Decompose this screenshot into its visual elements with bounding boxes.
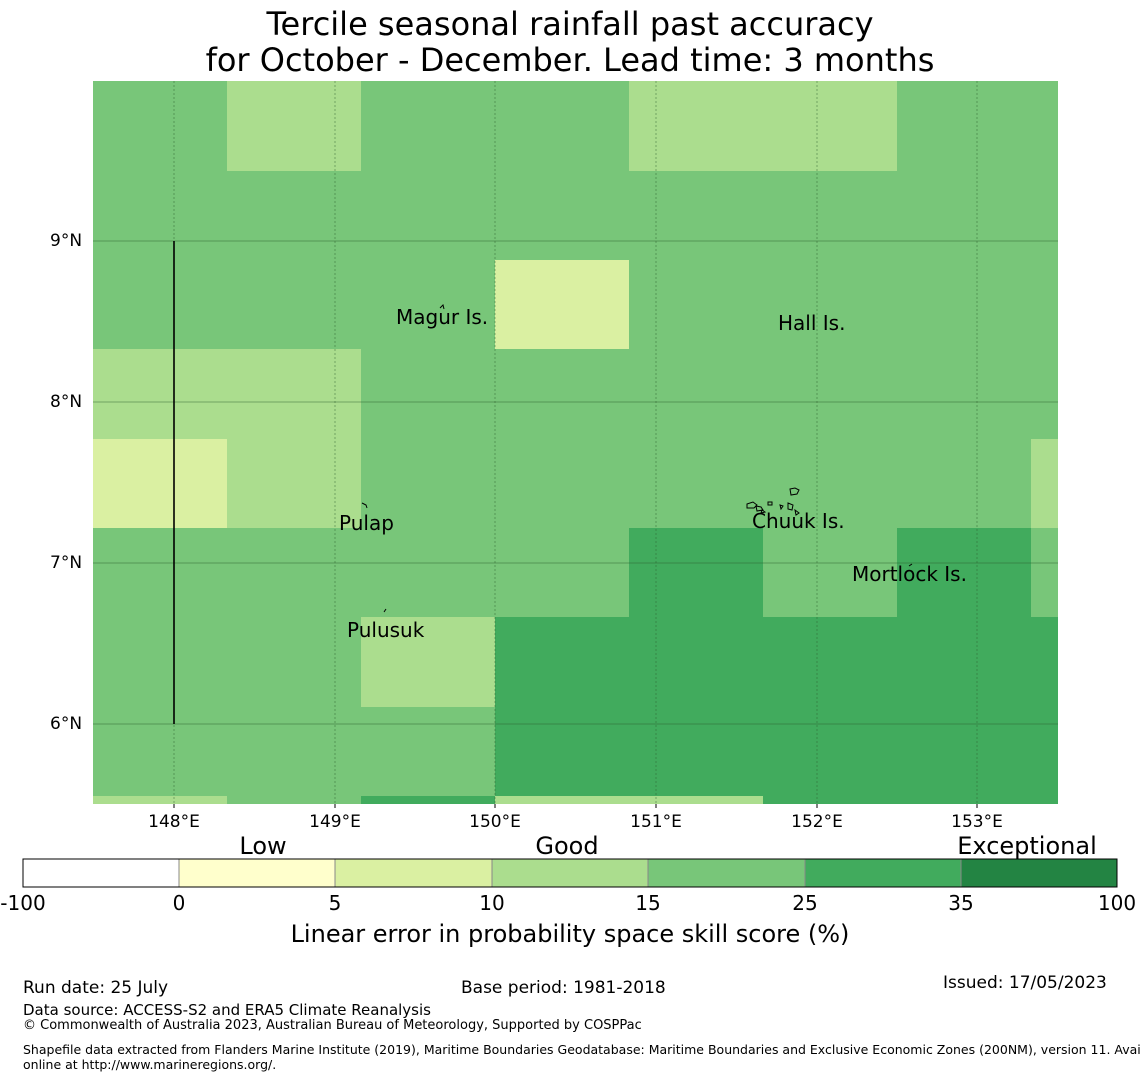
island-pulusuk (383, 608, 387, 613)
grid-cell (495, 617, 1058, 804)
shapefile-credit-line-2: online at http://www.marineregions.org/. (23, 1057, 277, 1072)
issued-date: Issued: 17/05/2023 (943, 973, 1107, 993)
island-chuuk (746, 487, 800, 516)
colorbar-tick: -100 (0, 891, 46, 915)
island-magur (439, 304, 445, 310)
colorbar-segment (335, 859, 492, 887)
island-outlines (361, 304, 913, 613)
lon-label-149e: 149°E (309, 812, 361, 832)
title-line-2: for October - December. Lead time: 3 mon… (205, 41, 935, 79)
lat-label-8n: 8°N (50, 392, 83, 412)
colorbar-tick: 15 (635, 891, 661, 915)
place-label-magur: Magur Is. (396, 305, 489, 329)
colorbar-tick: 0 (172, 891, 186, 915)
colorbar-tick: 10 (479, 891, 505, 915)
grid-cell (361, 617, 495, 707)
colorbar-frame (22, 858, 1118, 888)
lon-label-152e: 152°E (791, 812, 843, 832)
place-label-pulusuk: Pulusuk (347, 618, 425, 642)
shapefile-credit-line-1: Shapefile data extracted from Flanders M… (23, 1042, 1140, 1057)
colorbar-tick: 35 (948, 891, 974, 915)
colorbar-segment (648, 859, 805, 887)
map-gridlines-lat (93, 240, 1058, 725)
skill-grid (93, 81, 1058, 804)
title-line-1: Tercile seasonal rainfall past accuracy (266, 5, 874, 43)
colorbar-tick: 100 (1097, 891, 1137, 915)
lat-label-6n: 6°N (50, 714, 83, 734)
island-pulap (361, 502, 368, 509)
chart-title: Tercile seasonal rainfall past accuracy … (0, 6, 1140, 78)
grid-cell (629, 81, 897, 171)
grid-cell (93, 349, 361, 439)
island-mortlock (908, 563, 913, 567)
lat-label-9n: 9°N (50, 231, 83, 251)
grid-cell (1031, 439, 1058, 528)
grid-cell (495, 260, 629, 349)
colorbar-segment (179, 859, 335, 887)
copyright: © Commonwealth of Australia 2023, Austra… (23, 1018, 642, 1033)
grid-cell (495, 796, 763, 804)
grid-cell (227, 81, 361, 171)
data-source: Data source: ACCESS-S2 and ERA5 Climate … (23, 1001, 431, 1019)
lon-label-150e: 150°E (469, 812, 521, 832)
colorbar-segment (961, 859, 1117, 887)
lon-label-148e: 148°E (148, 812, 200, 832)
map-gridlines (173, 81, 978, 804)
lon-label-151e: 151°E (630, 812, 682, 832)
grid-cell (897, 528, 1031, 617)
grid-cell (227, 439, 361, 528)
base-period: Base period: 1981-2018 (461, 978, 666, 998)
place-label-mortlock: Mortlock Is. (852, 562, 967, 586)
colorbar (22, 858, 1118, 888)
grid-cell (361, 796, 495, 804)
colorbar-dividers (178, 859, 962, 887)
lat-label-7n: 7°N (50, 553, 83, 573)
category-label-exceptional: Exceptional (957, 832, 1097, 860)
grid-cell (629, 528, 763, 617)
category-label-low: Low (239, 832, 287, 860)
colorbar-segment (23, 859, 179, 887)
grid-cell (93, 796, 227, 804)
colorbar-segment (492, 859, 648, 887)
grid-cell (93, 439, 227, 528)
colorbar-title: Linear error in probability space skill … (290, 920, 850, 948)
place-label-hall: Hall Is. (778, 311, 846, 335)
place-label-chuuk: Chuuk Is. (752, 509, 845, 533)
colorbar-tick: 5 (328, 891, 342, 915)
category-label-good: Good (535, 832, 599, 860)
lon-label-153e: 153°E (951, 812, 1003, 832)
colorbar-segment (805, 859, 961, 887)
colorbar-tick: 25 (792, 891, 818, 915)
place-label-pulap: Pulap (339, 511, 394, 535)
run-date: Run date: 25 July (23, 978, 169, 998)
map-tick-marks (173, 804, 978, 808)
